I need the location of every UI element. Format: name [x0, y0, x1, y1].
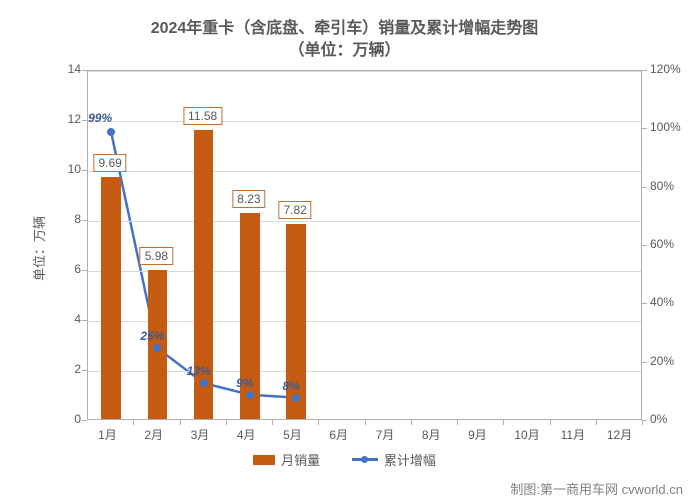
- y-right-tick: [642, 362, 647, 363]
- plot-area: [87, 70, 642, 420]
- line-value-label: 9%: [236, 376, 253, 390]
- y-right-tick-label: 60%: [650, 237, 674, 251]
- legend-label-line: 累计增幅: [384, 450, 436, 469]
- gridline: [88, 121, 641, 122]
- x-tick: [503, 420, 504, 425]
- attribution-text: 制图:第一商用车网 cvworld.cn: [510, 479, 683, 498]
- gridline: [88, 171, 641, 172]
- x-tick-label: 11月: [561, 426, 585, 443]
- x-tick-label: 3月: [191, 426, 210, 443]
- y-left-tick: [82, 170, 87, 171]
- y-left-tick-label: 2: [74, 362, 81, 376]
- y-left-tick-label: 0: [74, 412, 81, 426]
- bar-value-label: 11.58: [183, 107, 222, 125]
- x-tick: [550, 420, 551, 425]
- y-right-tick: [642, 245, 647, 246]
- y-left-tick-label: 6: [74, 262, 81, 276]
- line-marker: [292, 394, 300, 402]
- x-tick-label: 10月: [514, 426, 539, 443]
- x-tick-label: 5月: [283, 426, 302, 443]
- gridline: [88, 371, 641, 372]
- bar-value-label: 8.23: [232, 190, 265, 208]
- y-right-tick: [642, 303, 647, 304]
- y-axis-left-label: 单位：万辆: [29, 216, 48, 281]
- x-tick: [318, 420, 319, 425]
- bar-value-label: 9.69: [93, 154, 126, 172]
- legend-item-line: 累计增幅: [352, 450, 436, 469]
- line-value-label: 8%: [282, 379, 299, 393]
- y-right-tick: [642, 70, 647, 71]
- gridline: [88, 221, 641, 222]
- x-tick: [457, 420, 458, 425]
- chart-container: 2024年重卡（含底盘、牵引车）销量及累计增幅走势图 （单位：万辆） 单位：万辆…: [0, 0, 689, 502]
- y-right-tick-label: 80%: [650, 179, 674, 193]
- y-right-tick-label: 40%: [650, 295, 674, 309]
- line-marker: [107, 128, 115, 136]
- y-left-tick-label: 12: [68, 112, 81, 126]
- y-left-tick: [82, 270, 87, 271]
- y-left-tick: [82, 220, 87, 221]
- y-left-tick-label: 4: [74, 312, 81, 326]
- line-value-label: 99%: [88, 111, 112, 125]
- y-right-tick: [642, 187, 647, 188]
- x-tick-label: 2月: [144, 426, 163, 443]
- x-tick: [411, 420, 412, 425]
- line-marker: [200, 379, 208, 387]
- x-tick: [365, 420, 366, 425]
- x-tick: [596, 420, 597, 425]
- chart-title-line1: 2024年重卡（含底盘、牵引车）销量及累计增幅走势图: [0, 14, 689, 38]
- line-value-label: 13%: [187, 364, 211, 378]
- x-tick-label: 12月: [607, 426, 632, 443]
- legend-label-bar: 月销量: [281, 450, 320, 469]
- legend: 月销量 累计增幅: [0, 450, 689, 469]
- y-left-tick: [82, 120, 87, 121]
- legend-swatch-bar: [253, 455, 275, 465]
- y-right-tick: [642, 128, 647, 129]
- x-tick: [272, 420, 273, 425]
- bar-value-label: 7.82: [278, 201, 311, 219]
- chart-title-line2: （单位：万辆）: [0, 36, 689, 60]
- x-tick-label: 6月: [329, 426, 348, 443]
- y-left-tick: [82, 70, 87, 71]
- y-right-tick-label: 100%: [650, 120, 681, 134]
- bar-value-label: 5.98: [140, 247, 173, 265]
- legend-item-bar: 月销量: [253, 450, 320, 469]
- x-tick-label: 8月: [422, 426, 441, 443]
- y-left-tick-label: 14: [68, 62, 81, 76]
- gridline: [88, 271, 641, 272]
- y-left-tick-label: 8: [74, 212, 81, 226]
- x-tick: [226, 420, 227, 425]
- x-tick: [133, 420, 134, 425]
- line-marker: [153, 344, 161, 352]
- y-right-tick-label: 0%: [650, 412, 667, 426]
- x-tick-label: 4月: [237, 426, 256, 443]
- line-value-label: 25%: [140, 329, 164, 343]
- x-tick: [180, 420, 181, 425]
- gridline: [88, 321, 641, 322]
- x-tick-label: 1月: [98, 426, 117, 443]
- legend-swatch-line: [352, 455, 378, 465]
- gridline: [88, 71, 641, 72]
- y-left-tick-label: 10: [68, 162, 81, 176]
- y-right-tick-label: 120%: [650, 62, 681, 76]
- y-left-tick: [82, 320, 87, 321]
- bar: [101, 177, 120, 419]
- x-tick-label: 9月: [468, 426, 487, 443]
- y-right-tick-label: 20%: [650, 354, 674, 368]
- y-left-tick: [82, 420, 87, 421]
- x-tick: [642, 420, 643, 425]
- line-marker: [246, 391, 254, 399]
- x-tick-label: 7月: [376, 426, 395, 443]
- y-left-tick: [82, 370, 87, 371]
